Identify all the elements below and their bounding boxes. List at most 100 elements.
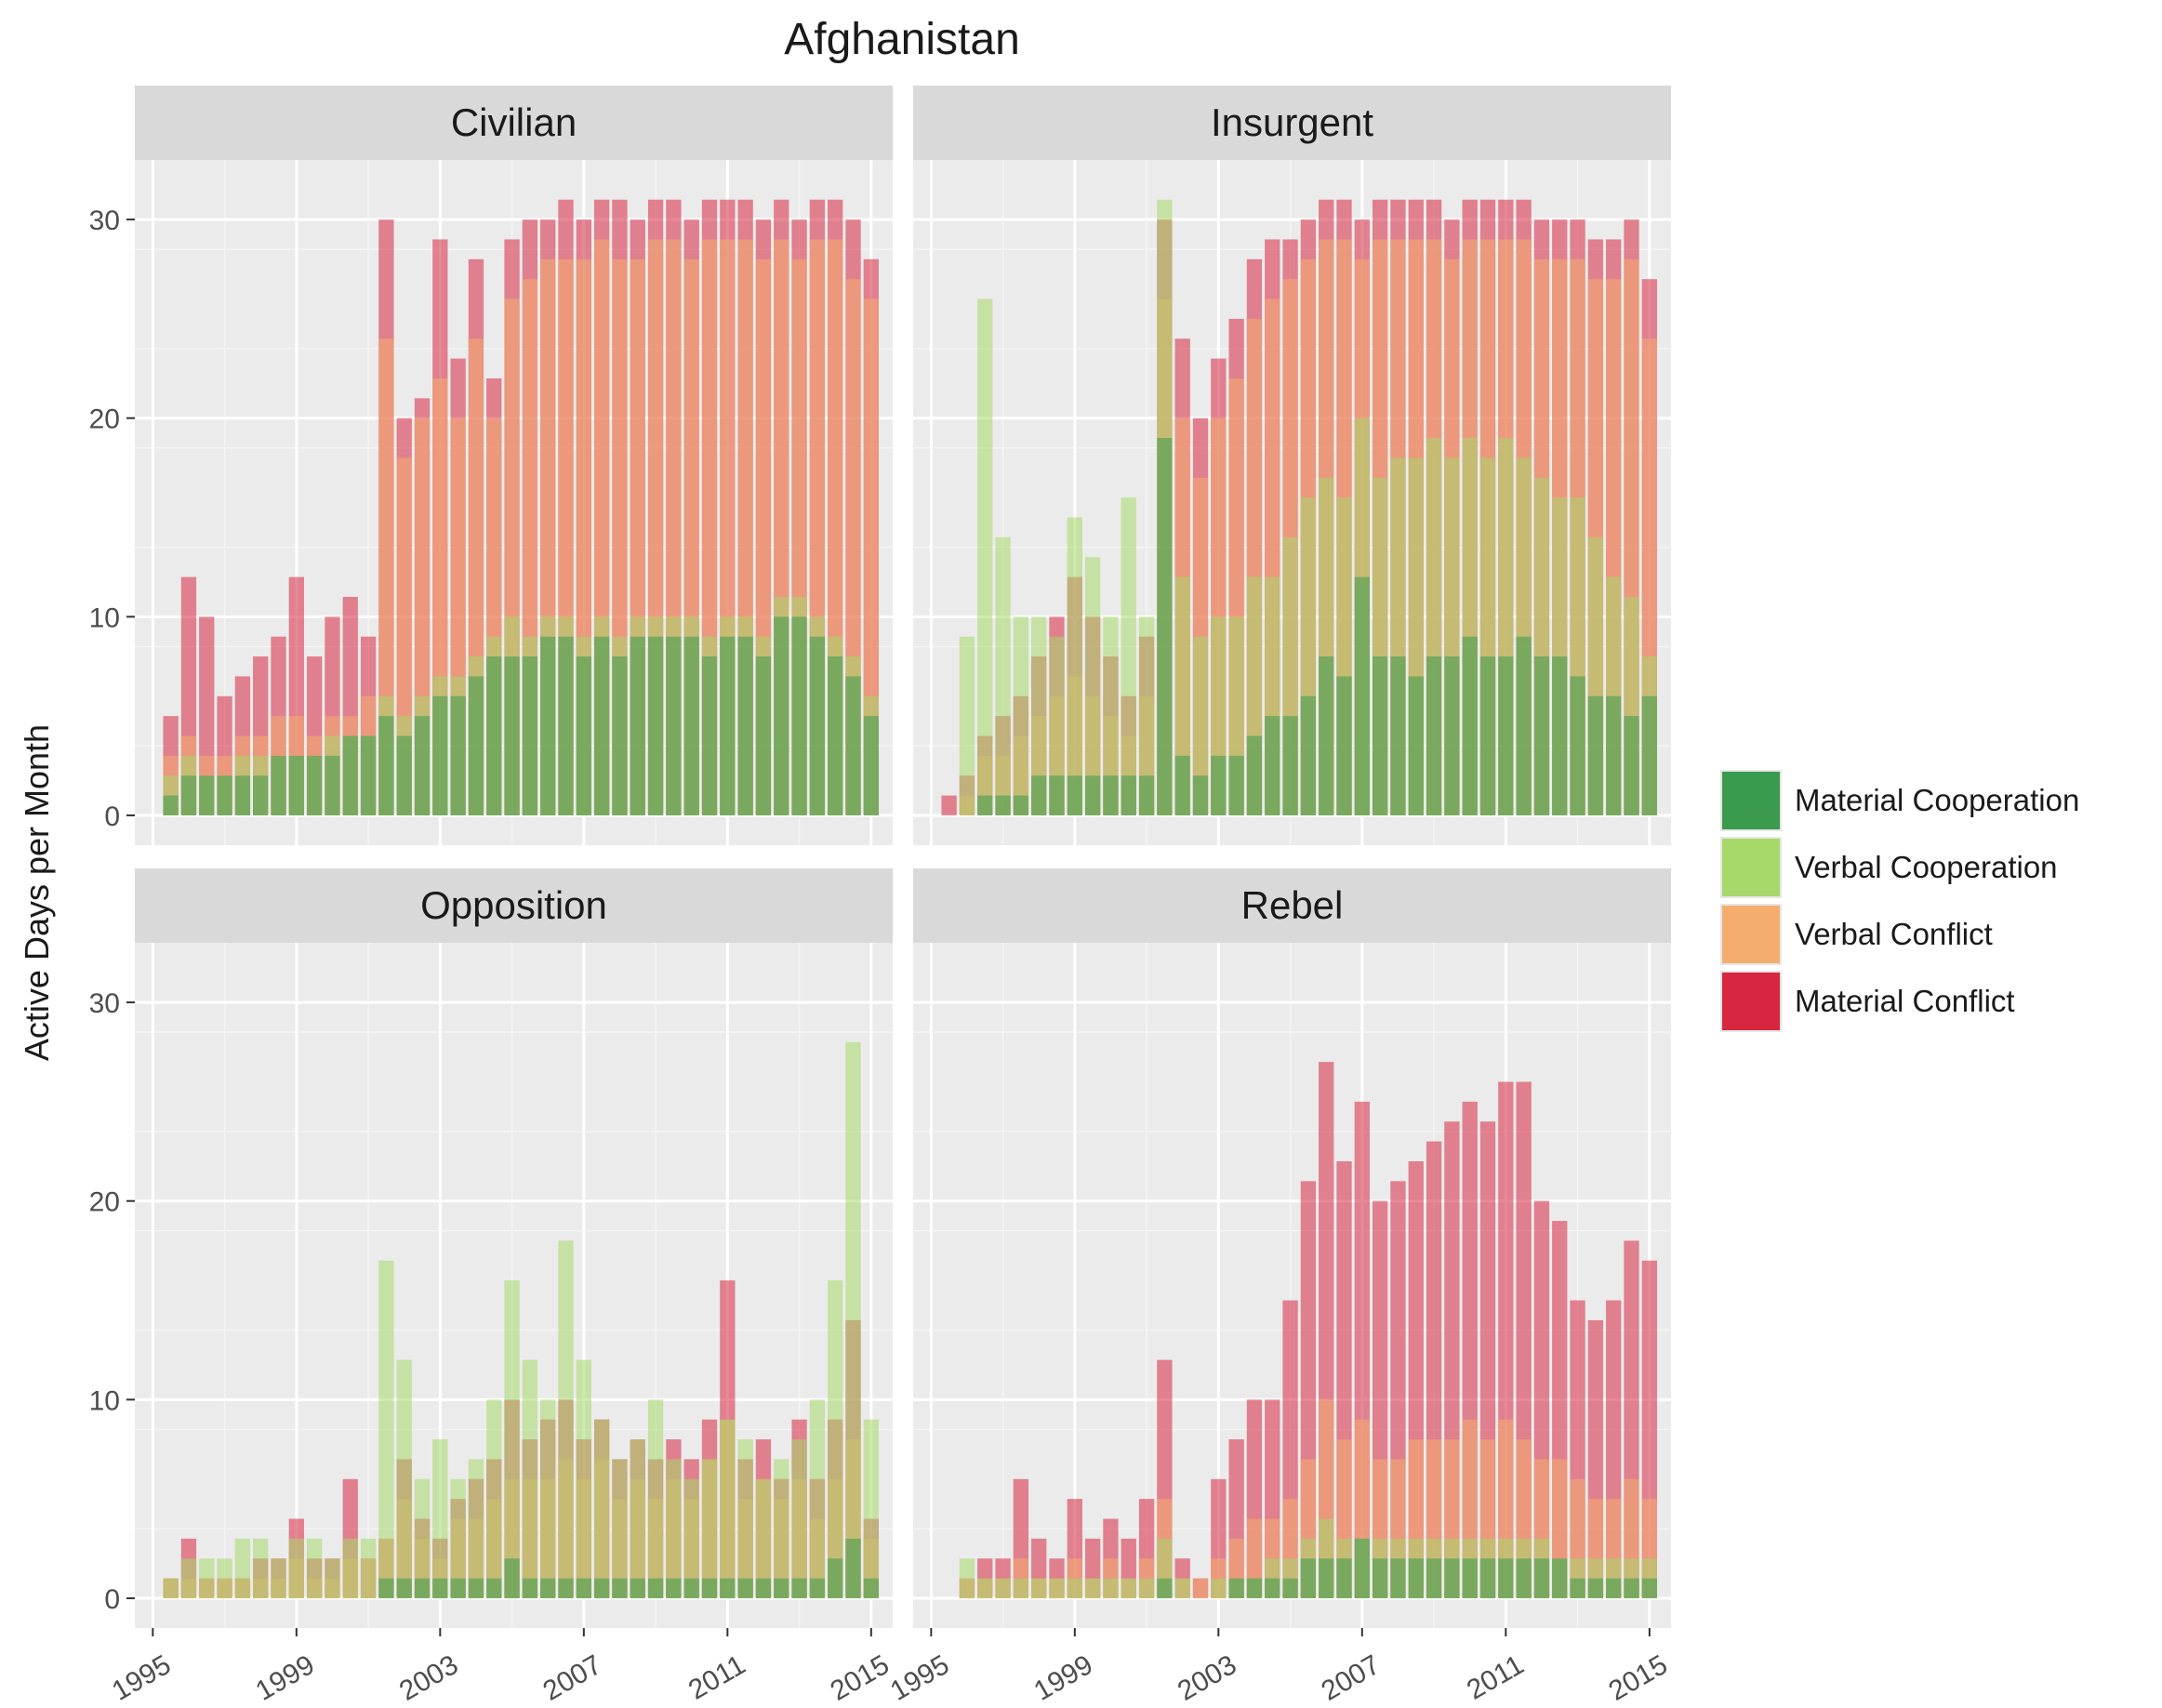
bar-verbal-cooperation [1121,1578,1136,1598]
y-tick-label: 0 [104,1584,120,1615]
x-tick-label: 1995 [107,1649,176,1707]
x-tick-label: 2003 [394,1649,463,1707]
bar-material-cooperation [1641,1578,1657,1598]
bar-verbal-cooperation [360,1538,377,1598]
bar-material-cooperation [486,656,502,815]
x-tick-label: 2007 [1317,1649,1386,1707]
bar-material-cooperation [809,636,826,815]
bar-material-cooperation [1390,1558,1406,1598]
bar-verbal-cooperation [995,1578,1011,1598]
legend-swatch [1722,772,1780,829]
bar-material-cooperation [1336,1558,1352,1598]
bar-verbal-cooperation [1192,636,1209,815]
legend-item: Verbal Conflict [1720,901,2079,968]
bar-material-cooperation [1552,656,1568,815]
bar-verbal-cooperation [576,1359,591,1598]
bar-material-cooperation [1533,1558,1550,1598]
bar-verbal-cooperation [977,1578,993,1598]
bar-material-cooperation [217,775,232,815]
bar-material-cooperation [1426,1558,1442,1598]
bar-material-cooperation [180,775,197,815]
bar-material-cooperation [1031,775,1047,815]
bar-material-cooperation [1462,636,1478,815]
bar-verbal-cooperation [486,1399,502,1598]
bar-verbal-cooperation [504,1280,520,1598]
bar-material-cooperation [630,636,645,815]
bar-material-cooperation [253,775,269,815]
facet-panels: Civilian 0 10 20 30 Insurgent Opposition 0 10 20 3… [89,86,1673,1707]
bar-material-cooperation [1533,656,1550,815]
legend-key [1720,904,1782,965]
bar-verbal-cooperation [163,1578,179,1598]
y-tick-label: 0 [104,801,120,832]
bar-verbal-cooperation [217,1558,232,1598]
bar-verbal-cooperation [253,1538,269,1598]
bar-material-cooperation [1157,1578,1173,1598]
facet-strip [135,868,893,943]
bar-verbal-cooperation [1211,1578,1227,1598]
bar-material-cooperation [1174,755,1190,815]
bar-verbal-cooperation [863,1419,879,1598]
chart-title: Afghanistan [784,15,1020,64]
bar-material-cooperation [1552,1558,1568,1598]
bar-material-cooperation [1587,1578,1604,1598]
bar-verbal-cooperation [325,1558,340,1598]
bar-verbal-cooperation [774,1459,789,1598]
bar-verbal-cooperation [1013,616,1029,815]
bar-material-cooperation [612,656,628,815]
bar-material-cooperation [1462,1558,1478,1598]
x-tick-label: 2011 [1462,1649,1529,1706]
bar-verbal-cooperation [1103,616,1119,815]
bar-material-cooperation [288,755,304,815]
bar-verbal-cooperation [1049,636,1065,815]
bar-verbal-cooperation [271,1558,286,1598]
bar-material-cooperation [504,1558,520,1598]
facet-strip-label: Civilian [451,100,577,144]
bar-material-cooperation [1228,755,1244,815]
legend: Material Cooperation Verbal Cooperation Ve… [1720,767,2079,1035]
bar-verbal-cooperation [666,1459,682,1598]
bar-material-cooperation [1516,1558,1532,1598]
bar-verbal-cooperation [1013,1578,1029,1598]
bar-verbal-cooperation [701,1459,718,1598]
bar-material-cooperation [1372,1558,1388,1598]
bar-verbal-cooperation [593,1419,610,1598]
bar-material-cooperation [1354,1538,1370,1598]
x-tick-label: 2015 [1604,1649,1673,1707]
bar-verbal-cooperation [1103,1578,1119,1598]
bar-material-cooperation [1319,656,1334,815]
facet-strip-label: Opposition [420,883,607,927]
bar-material-cooperation [647,1578,664,1598]
bar-material-cooperation [540,1578,556,1598]
bar-material-cooperation [666,636,682,815]
bar-verbal-cooperation [1031,1578,1047,1598]
bar-material-cooperation [163,795,179,815]
bar-material-cooperation [1641,695,1657,815]
bar-verbal-cooperation [737,1439,753,1598]
bar-verbal-cooperation [977,298,993,815]
panel-insurgent: Insurgent [913,86,1671,845]
bar-verbal-cooperation [1067,517,1082,815]
bar-material-cooperation [647,636,664,815]
bar-material-cooperation [737,1578,753,1598]
bar-material-cooperation [666,1578,682,1598]
bar-material-cooperation [612,1578,628,1598]
panel-opposition: Opposition 0 10 20 30 1995 1999 2003 2007 2011 201… [89,868,895,1707]
bar-verbal-cooperation [845,1041,861,1598]
x-tick-label: 1999 [251,1649,320,1707]
bar-verbal-conflict [1192,1578,1209,1598]
bar-material-cooperation [683,1578,699,1598]
bar-material-cooperation [1013,795,1029,815]
facet-strip-label: Rebel [1241,883,1344,927]
bar-material-cooperation [701,656,718,815]
bar-material-cooperation [1282,1578,1298,1598]
panel-rebel: Rebel 1995 1999 2003 2007 2011 2015 [885,868,1673,1707]
bar-verbal-cooperation [522,1359,538,1598]
bar-material-cooperation [432,1578,448,1598]
bar-material-cooperation [271,755,286,815]
bar-material-cooperation [774,1578,789,1598]
bar-material-cooperation [199,775,215,815]
bar-material-cooperation [450,1578,466,1598]
bar-material-cooperation [593,1578,610,1598]
